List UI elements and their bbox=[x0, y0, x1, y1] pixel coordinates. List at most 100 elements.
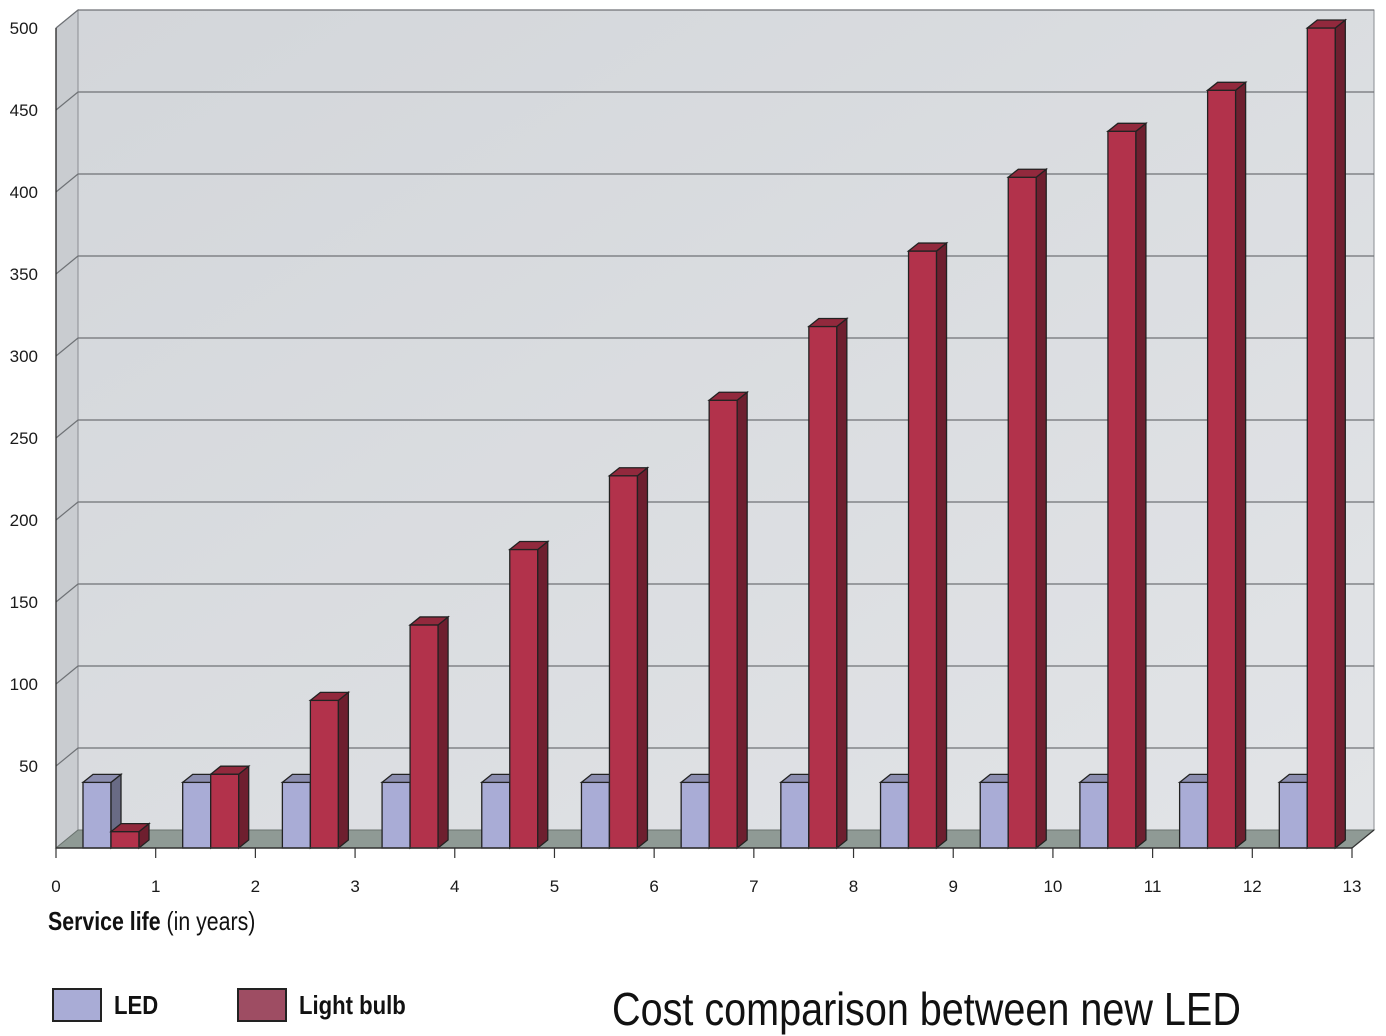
x-tick-label: 9 bbox=[948, 877, 957, 896]
bar-light-bulb-13-side bbox=[1334, 18, 1346, 850]
bar-light-bulb-2-front bbox=[210, 773, 240, 849]
x-tick-label: 12 bbox=[1243, 877, 1262, 896]
bar-light-bulb-6-front bbox=[608, 475, 639, 849]
bar-light-bulb-13-front bbox=[1306, 27, 1336, 849]
y-tick-label: 250 bbox=[10, 429, 38, 448]
bar-led-2-front bbox=[182, 781, 212, 849]
bar-light-bulb-10-side bbox=[1035, 167, 1047, 850]
bar-light-bulb-3 bbox=[308, 691, 351, 850]
bar-light-bulb-2-top bbox=[208, 765, 251, 775]
bar-light-bulb-1-top bbox=[109, 822, 151, 833]
x-tick-label: 3 bbox=[350, 877, 359, 896]
bar-led-3-front bbox=[281, 781, 312, 849]
bar-led-7-front bbox=[680, 781, 710, 849]
bar-light-bulb-4-side bbox=[437, 615, 449, 850]
bar-led-4-front bbox=[381, 781, 411, 849]
legend-swatch-light-bulb bbox=[237, 988, 287, 1022]
y-tick-label: 50 bbox=[19, 757, 38, 776]
x-tick-label: 13 bbox=[1343, 877, 1362, 896]
bar-light-bulb-10 bbox=[1006, 167, 1049, 850]
bar-light-bulb-3-top bbox=[308, 691, 351, 702]
x-tick-label: 2 bbox=[251, 877, 260, 896]
bar-light-bulb-10-front bbox=[1007, 176, 1037, 849]
bar-light-bulb-8-front bbox=[808, 325, 838, 849]
bar-light-bulb-4 bbox=[408, 615, 450, 850]
bar-light-bulb-8 bbox=[806, 317, 849, 850]
bar-led-9-front bbox=[879, 781, 910, 849]
x-tick-label: 6 bbox=[649, 877, 658, 896]
bar-led-6-front bbox=[580, 781, 611, 849]
y-tick-label: 500 bbox=[10, 19, 38, 38]
x-tick-label: 11 bbox=[1144, 877, 1162, 896]
floor-edge bbox=[1351, 829, 1375, 849]
bar-light-bulb-9 bbox=[906, 241, 949, 850]
y-tick-label: 150 bbox=[10, 593, 38, 612]
bar-light-bulb-1-front bbox=[110, 830, 140, 849]
bar-led-8-front bbox=[780, 781, 810, 849]
bar-light-bulb-7-side bbox=[736, 390, 748, 850]
x-axis-label-bold: Service life bbox=[48, 906, 161, 936]
bar-light-bulb-7-top bbox=[707, 391, 750, 401]
legend-label-led: LED bbox=[114, 989, 159, 1020]
bar-light-bulb-9-side bbox=[935, 241, 948, 850]
y-tick-label: 200 bbox=[10, 511, 38, 530]
y-tick-label: 450 bbox=[10, 101, 38, 120]
bar-light-bulb-9-top bbox=[906, 242, 949, 252]
bar-light-bulb-3-side bbox=[337, 691, 350, 850]
bar-led-1-top bbox=[81, 773, 123, 784]
bar-light-bulb-12-front bbox=[1206, 89, 1237, 849]
bar-light-bulb-5 bbox=[507, 540, 550, 850]
x-tick-label: 4 bbox=[450, 877, 459, 896]
gridline bbox=[55, 91, 1374, 111]
bar-light-bulb-2 bbox=[208, 764, 251, 850]
chart-caption: Cost comparison between new LED bbox=[612, 983, 1241, 1035]
bar-light-bulb-11-front bbox=[1107, 130, 1137, 849]
bar-light-bulb-9-front bbox=[907, 250, 938, 849]
bar-light-bulb-6-top bbox=[607, 467, 650, 477]
bar-light-bulb-13-top bbox=[1305, 19, 1348, 29]
legend-swatch-led bbox=[52, 988, 102, 1022]
bar-light-bulb-1 bbox=[109, 822, 151, 850]
x-tick-label: 7 bbox=[749, 877, 758, 896]
legend-item-light-bulb: Light bulb bbox=[237, 988, 425, 1022]
x-axis-label: Service life (in years) bbox=[48, 906, 255, 937]
bar-light-bulb-12 bbox=[1205, 80, 1248, 850]
bar-light-bulb-11 bbox=[1106, 121, 1148, 850]
bar-light-bulb-6-side bbox=[636, 466, 649, 850]
bar-light-bulb-4-top bbox=[408, 616, 450, 626]
bar-led-12-front bbox=[1178, 781, 1209, 849]
bar-light-bulb-3-front bbox=[309, 699, 340, 849]
bar-light-bulb-5-side bbox=[537, 540, 549, 850]
bar-light-bulb-2-side bbox=[238, 764, 250, 850]
legend-label-light-bulb: Light bulb bbox=[299, 989, 406, 1020]
bar-light-bulb-13 bbox=[1305, 18, 1348, 850]
x-tick-label: 5 bbox=[550, 877, 559, 896]
bar-light-bulb-11-top bbox=[1106, 122, 1148, 132]
gridline bbox=[55, 173, 1374, 193]
bar-light-bulb-6 bbox=[607, 466, 650, 850]
x-tick-label: 10 bbox=[1043, 877, 1062, 896]
bar-light-bulb-4-front bbox=[409, 624, 439, 849]
x-tick-label: 8 bbox=[849, 877, 858, 896]
bar-led-5-front bbox=[481, 781, 511, 849]
y-tick-label: 300 bbox=[10, 347, 38, 366]
bar-light-bulb-12-top bbox=[1205, 81, 1248, 91]
y-tick-label: 100 bbox=[10, 675, 38, 694]
y-tick-label: 400 bbox=[10, 183, 38, 202]
x-tick-label: 1 bbox=[151, 877, 160, 896]
legend-item-led: LED bbox=[52, 988, 166, 1022]
bar-light-bulb-8-side bbox=[836, 317, 848, 850]
bar-light-bulb-5-front bbox=[509, 548, 539, 849]
bar-light-bulb-10-top bbox=[1006, 168, 1049, 178]
x-axis-label-rest: (in years) bbox=[166, 906, 256, 936]
bar-light-bulb-11-side bbox=[1135, 121, 1147, 850]
bar-led-11-front bbox=[1079, 781, 1109, 849]
y-tick-label: 350 bbox=[10, 265, 38, 284]
bar-light-bulb-7-front bbox=[708, 399, 738, 849]
bar-led-10-front bbox=[979, 781, 1009, 849]
x-tick-label: 0 bbox=[51, 877, 60, 896]
bar-led-13-front bbox=[1278, 781, 1308, 849]
bar-light-bulb-7 bbox=[707, 390, 750, 850]
bar-led-1-front bbox=[82, 781, 112, 849]
